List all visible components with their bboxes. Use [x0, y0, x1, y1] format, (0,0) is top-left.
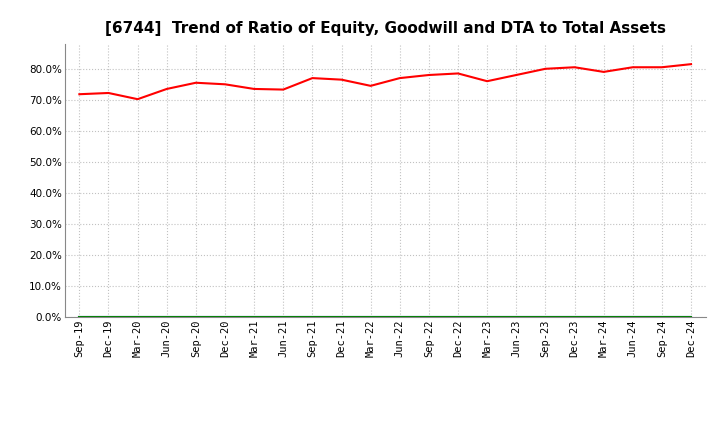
- Equity: [395, 76, 404, 81]
- Equity: [570, 65, 579, 70]
- Goodwill: [395, 314, 404, 319]
- Equity: [629, 65, 637, 70]
- Goodwill: [220, 314, 229, 319]
- Deferred Tax Assets: [192, 314, 200, 319]
- Goodwill: [163, 314, 171, 319]
- Equity: [599, 69, 608, 74]
- Equity: [279, 87, 287, 92]
- Goodwill: [570, 314, 579, 319]
- Deferred Tax Assets: [104, 314, 113, 319]
- Equity: [657, 65, 666, 70]
- Deferred Tax Assets: [425, 314, 433, 319]
- Deferred Tax Assets: [163, 314, 171, 319]
- Equity: [687, 62, 696, 67]
- Goodwill: [512, 314, 521, 319]
- Goodwill: [483, 314, 492, 319]
- Deferred Tax Assets: [687, 314, 696, 319]
- Equity: [425, 72, 433, 77]
- Deferred Tax Assets: [366, 314, 375, 319]
- Equity: [250, 86, 258, 92]
- Line: Equity: Equity: [79, 64, 691, 99]
- Goodwill: [366, 314, 375, 319]
- Goodwill: [599, 314, 608, 319]
- Deferred Tax Assets: [279, 314, 287, 319]
- Deferred Tax Assets: [454, 314, 462, 319]
- Goodwill: [454, 314, 462, 319]
- Goodwill: [657, 314, 666, 319]
- Deferred Tax Assets: [308, 314, 317, 319]
- Deferred Tax Assets: [599, 314, 608, 319]
- Deferred Tax Assets: [483, 314, 492, 319]
- Equity: [512, 72, 521, 77]
- Deferred Tax Assets: [133, 314, 142, 319]
- Equity: [133, 96, 142, 102]
- Equity: [75, 92, 84, 97]
- Equity: [308, 76, 317, 81]
- Equity: [366, 83, 375, 88]
- Deferred Tax Assets: [629, 314, 637, 319]
- Goodwill: [104, 314, 113, 319]
- Goodwill: [425, 314, 433, 319]
- Goodwill: [133, 314, 142, 319]
- Equity: [541, 66, 550, 71]
- Goodwill: [687, 314, 696, 319]
- Goodwill: [250, 314, 258, 319]
- Goodwill: [337, 314, 346, 319]
- Equity: [337, 77, 346, 82]
- Deferred Tax Assets: [570, 314, 579, 319]
- Equity: [104, 90, 113, 95]
- Goodwill: [75, 314, 84, 319]
- Equity: [454, 71, 462, 76]
- Goodwill: [629, 314, 637, 319]
- Goodwill: [541, 314, 550, 319]
- Equity: [163, 86, 171, 92]
- Goodwill: [192, 314, 200, 319]
- Equity: [192, 80, 200, 85]
- Deferred Tax Assets: [541, 314, 550, 319]
- Goodwill: [279, 314, 287, 319]
- Equity: [220, 82, 229, 87]
- Deferred Tax Assets: [220, 314, 229, 319]
- Deferred Tax Assets: [512, 314, 521, 319]
- Deferred Tax Assets: [75, 314, 84, 319]
- Goodwill: [308, 314, 317, 319]
- Deferred Tax Assets: [395, 314, 404, 319]
- Title: [6744]  Trend of Ratio of Equity, Goodwill and DTA to Total Assets: [6744] Trend of Ratio of Equity, Goodwil…: [104, 21, 666, 36]
- Equity: [483, 79, 492, 84]
- Deferred Tax Assets: [250, 314, 258, 319]
- Deferred Tax Assets: [337, 314, 346, 319]
- Deferred Tax Assets: [657, 314, 666, 319]
